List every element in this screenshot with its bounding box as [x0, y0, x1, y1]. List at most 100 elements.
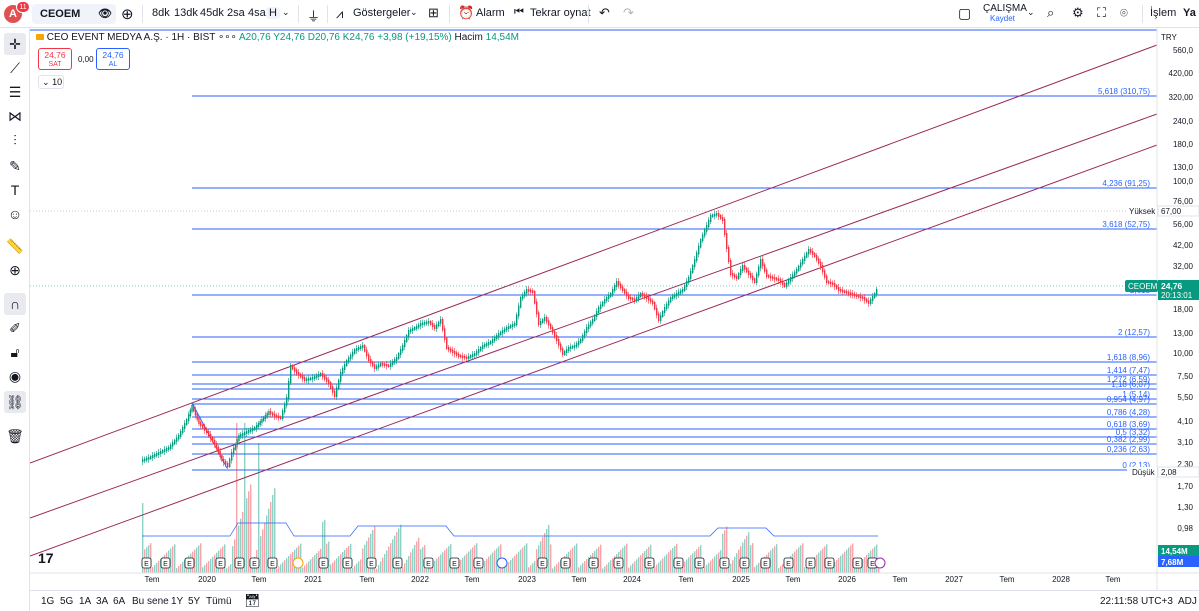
- buy-button[interactable]: 24,76 AL: [96, 48, 130, 70]
- candle-body[interactable]: [638, 295, 640, 299]
- earnings-icon[interactable]: [694, 557, 705, 569]
- dividend-icon[interactable]: [874, 557, 886, 569]
- candle-body[interactable]: [259, 421, 261, 425]
- channel-upper-line[interactable]: [30, 44, 1158, 464]
- candle-body[interactable]: [500, 331, 502, 336]
- candle-body[interactable]: [636, 297, 638, 301]
- candle-body[interactable]: [346, 360, 348, 366]
- candle-body[interactable]: [740, 269, 742, 275]
- candle-body[interactable]: [752, 275, 754, 281]
- candle-body[interactable]: [263, 417, 265, 421]
- candle-body[interactable]: [772, 276, 774, 279]
- candle-body[interactable]: [420, 323, 422, 327]
- candle-body[interactable]: [536, 301, 538, 315]
- candle-body[interactable]: [520, 297, 522, 308]
- candle-body[interactable]: [652, 300, 654, 304]
- candle-body[interactable]: [223, 459, 225, 463]
- candle-body[interactable]: [328, 379, 330, 384]
- candle-body[interactable]: [700, 239, 702, 248]
- candle-body[interactable]: [318, 374, 320, 377]
- fib-icon[interactable]: ☰: [8, 83, 22, 100]
- legend-title[interactable]: CEO EVENT MEDYA A.Ş. · 1H · BIST: [46, 32, 216, 43]
- candle-body[interactable]: [288, 381, 290, 399]
- save-button[interactable]: Kaydet: [990, 14, 1015, 23]
- candle-body[interactable]: [614, 285, 616, 291]
- candle-body[interactable]: [604, 299, 606, 304]
- candle-body[interactable]: [496, 335, 498, 339]
- candle-body[interactable]: [210, 434, 212, 439]
- candle-body[interactable]: [172, 442, 174, 447]
- candle-body[interactable]: [822, 265, 824, 273]
- candle-body[interactable]: [300, 373, 302, 378]
- candle-body[interactable]: [678, 291, 680, 295]
- candle-body[interactable]: [264, 415, 267, 419]
- candle-body[interactable]: [358, 347, 360, 350]
- candle-body[interactable]: [182, 427, 184, 433]
- candle-body[interactable]: [676, 293, 678, 297]
- more-dots-icon[interactable]: ∘∘∘: [217, 32, 237, 43]
- ruler-icon[interactable]: 📏: [6, 237, 24, 254]
- measure-icon[interactable]: ⫶: [13, 131, 17, 148]
- candle-body[interactable]: [236, 439, 238, 446]
- earnings-icon[interactable]: [560, 557, 571, 569]
- candle-body[interactable]: [834, 283, 836, 287]
- candle-body[interactable]: [792, 274, 794, 279]
- candle-body[interactable]: [162, 450, 164, 453]
- candle-body[interactable]: [510, 325, 512, 328]
- adj-toggle[interactable]: ADJ: [1178, 596, 1197, 607]
- candle-body[interactable]: [282, 410, 284, 419]
- candle-body[interactable]: [488, 342, 490, 345]
- candle-body[interactable]: [640, 293, 642, 297]
- candle-body[interactable]: [806, 252, 808, 258]
- candle-body[interactable]: [400, 349, 402, 355]
- candle-body[interactable]: [616, 281, 618, 287]
- interval-4sa[interactable]: 4sa: [248, 7, 266, 19]
- candle-body[interactable]: [630, 297, 632, 300]
- candle-body[interactable]: [380, 363, 382, 367]
- candle-body[interactable]: [532, 290, 534, 293]
- candle-body[interactable]: [286, 397, 288, 406]
- candle-body[interactable]: [370, 359, 372, 364]
- candle-body[interactable]: [216, 443, 218, 449]
- candle-body[interactable]: [820, 261, 822, 267]
- candle-body[interactable]: [406, 335, 408, 342]
- candle-body[interactable]: [266, 413, 268, 417]
- earnings-icon[interactable]: [449, 557, 460, 569]
- candle-body[interactable]: [360, 346, 362, 349]
- candle-body[interactable]: [330, 382, 332, 389]
- candle-body[interactable]: [874, 293, 876, 298]
- candle-body[interactable]: [618, 281, 620, 286]
- alarm-button[interactable]: Alarm: [476, 7, 505, 19]
- candle-body[interactable]: [622, 286, 624, 291]
- candle-body[interactable]: [434, 325, 436, 329]
- candle-body[interactable]: [656, 307, 658, 316]
- candle-body[interactable]: [146, 457, 148, 461]
- candle-body[interactable]: [498, 333, 500, 337]
- candle-body[interactable]: [642, 293, 644, 297]
- candle-body[interactable]: [448, 347, 450, 351]
- candle-body[interactable]: [154, 454, 156, 457]
- candle-body[interactable]: [570, 346, 572, 349]
- candle-body[interactable]: [444, 328, 446, 340]
- candle-body[interactable]: [706, 225, 708, 232]
- candle-body[interactable]: [254, 427, 256, 430]
- candle-body[interactable]: [778, 278, 780, 281]
- candle-body[interactable]: [790, 277, 792, 282]
- candle-body[interactable]: [860, 295, 862, 299]
- candle-body[interactable]: [720, 215, 722, 219]
- candle-body[interactable]: [650, 298, 652, 303]
- earnings-icon[interactable]: [739, 557, 750, 569]
- trade-button[interactable]: İşlem: [1150, 7, 1177, 19]
- candle-body[interactable]: [276, 415, 278, 418]
- replay-icon[interactable]: ⏮: [514, 6, 524, 18]
- add-symbol-icon[interactable]: ⊕: [121, 6, 134, 23]
- earnings-icon[interactable]: [824, 557, 835, 569]
- candle-body[interactable]: [362, 345, 364, 348]
- candle-body[interactable]: [221, 455, 223, 461]
- candle-body[interactable]: [552, 327, 554, 333]
- candle-body[interactable]: [644, 294, 646, 298]
- candle-body[interactable]: [746, 267, 748, 273]
- candle-body[interactable]: [804, 255, 806, 261]
- candle-body[interactable]: [578, 341, 580, 345]
- earnings-icon[interactable]: [473, 557, 484, 569]
